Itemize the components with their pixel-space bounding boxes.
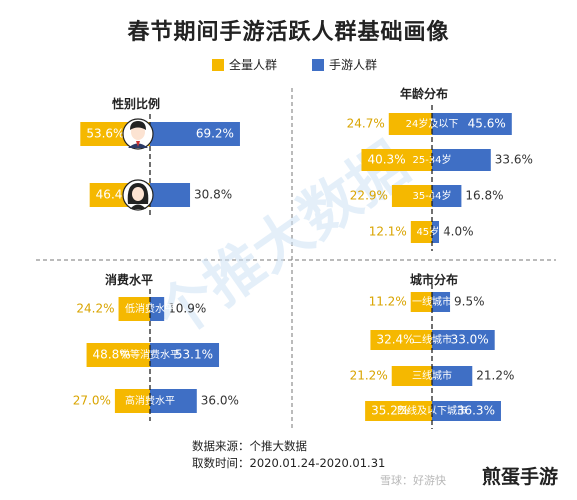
data-label-mobile-1-1: 33.6% bbox=[495, 153, 533, 167]
male-icon bbox=[122, 118, 154, 150]
legend-label-mobile: 手游人群 bbox=[329, 58, 378, 72]
legend-label-all: 全量人群 bbox=[229, 58, 278, 72]
data-label-all-3-1: 32.4% bbox=[376, 333, 414, 347]
legend-item-mobile: 手游人群 bbox=[312, 56, 377, 73]
bar-mobile-2-1 bbox=[150, 343, 220, 367]
data-label-mobile-1-0: 45.6% bbox=[468, 117, 506, 131]
watermark-small-text: 雪球：好游快 bbox=[380, 474, 446, 487]
bar-all-3-1 bbox=[370, 330, 432, 350]
category-label-3-1: 二线城市 bbox=[412, 333, 452, 346]
category-label-1-3: 45岁+ bbox=[416, 225, 447, 238]
bar-mobile-1-1 bbox=[432, 149, 491, 171]
bar-all-2-2 bbox=[114, 389, 150, 413]
data-label-mobile-3-3: 36.3% bbox=[457, 404, 495, 418]
bar-all-1-0 bbox=[388, 113, 432, 135]
bar-mobile-3-2 bbox=[432, 366, 473, 386]
bar-all-1-1 bbox=[361, 149, 432, 171]
bar-mobile-3-3 bbox=[432, 401, 501, 421]
bar-all-1-2 bbox=[391, 185, 432, 207]
period-note: 取数时间：2020.01.24-2020.01.31 bbox=[192, 456, 386, 470]
data-label-all-1-3: 12.1% bbox=[369, 225, 407, 239]
category-label-1-1: 25-34岁 bbox=[412, 153, 451, 166]
category-label-3-3: 四线及以下城市 bbox=[397, 404, 467, 417]
bar-mobile-3-0 bbox=[432, 292, 451, 312]
data-label-mobile-2-2: 36.0% bbox=[201, 394, 239, 408]
data-label-mobile-3-1: 33.0% bbox=[451, 333, 489, 347]
bar-mobile-2-2 bbox=[150, 389, 197, 413]
bar-all-2-1 bbox=[86, 343, 150, 367]
data-label-mobile-2-0: 10.9% bbox=[168, 302, 206, 316]
bar-all-2-0 bbox=[118, 297, 150, 321]
bar-mobile-1-3 bbox=[432, 221, 439, 243]
data-label-mobile-1-3: 4.0% bbox=[443, 225, 474, 239]
panel-title-gender: 性别比例 bbox=[112, 97, 161, 111]
watermark-brand: 煎蛋手游 bbox=[482, 466, 559, 488]
bar-mobile-3-1 bbox=[432, 330, 495, 350]
data-label-all-3-3: 35.2% bbox=[371, 404, 409, 418]
female-icon bbox=[122, 179, 154, 211]
bar-mobile-1-2 bbox=[432, 185, 462, 207]
panel-title-age: 年龄分布 bbox=[400, 87, 449, 101]
data-label-all-2-1: 48.8% bbox=[93, 348, 131, 362]
panel-title-city: 城市分布 bbox=[410, 273, 459, 287]
data-label-all-0-0: 53.6% bbox=[86, 127, 124, 141]
data-label-mobile-0-1: 30.8% bbox=[194, 188, 232, 202]
bar-mobile-0-0 bbox=[150, 122, 240, 146]
data-label-all-3-0: 11.2% bbox=[369, 295, 407, 309]
data-label-all-2-2: 27.0% bbox=[73, 394, 111, 408]
bar-mobile-1-0 bbox=[432, 113, 512, 135]
legend-swatch-mobile bbox=[312, 58, 324, 71]
source-note: 数据来源：个推大数据 bbox=[192, 439, 307, 453]
page-title: 春节期间手游活跃人群基础画像 bbox=[127, 20, 450, 45]
data-label-mobile-3-0: 9.5% bbox=[454, 295, 485, 309]
data-label-all-1-0: 24.7% bbox=[347, 117, 385, 131]
data-label-mobile-0-0: 69.2% bbox=[196, 127, 234, 141]
data-label-mobile-2-1: 53.1% bbox=[175, 348, 213, 362]
bar-all-3-3 bbox=[365, 401, 432, 421]
panel-title-consumption: 消费水平 bbox=[105, 273, 154, 287]
data-label-all-1-1: 40.3% bbox=[367, 153, 405, 167]
legend-swatch-all bbox=[212, 58, 224, 71]
category-label-2-2: 高消费水平 bbox=[125, 394, 175, 407]
data-label-all-3-2: 21.2% bbox=[350, 369, 388, 383]
data-label-mobile-1-2: 16.8% bbox=[465, 189, 503, 203]
data-label-all-1-2: 22.9% bbox=[350, 189, 388, 203]
bar-all-1-3 bbox=[410, 221, 432, 243]
data-label-mobile-3-2: 21.2% bbox=[476, 369, 514, 383]
bar-all-3-2 bbox=[391, 366, 432, 386]
bar-mobile-0-1 bbox=[150, 183, 191, 207]
legend-item-all: 全量人群 bbox=[212, 56, 277, 73]
bar-all-3-0 bbox=[410, 292, 432, 312]
data-label-all-2-0: 24.2% bbox=[76, 302, 114, 316]
bar-mobile-2-0 bbox=[150, 297, 165, 321]
